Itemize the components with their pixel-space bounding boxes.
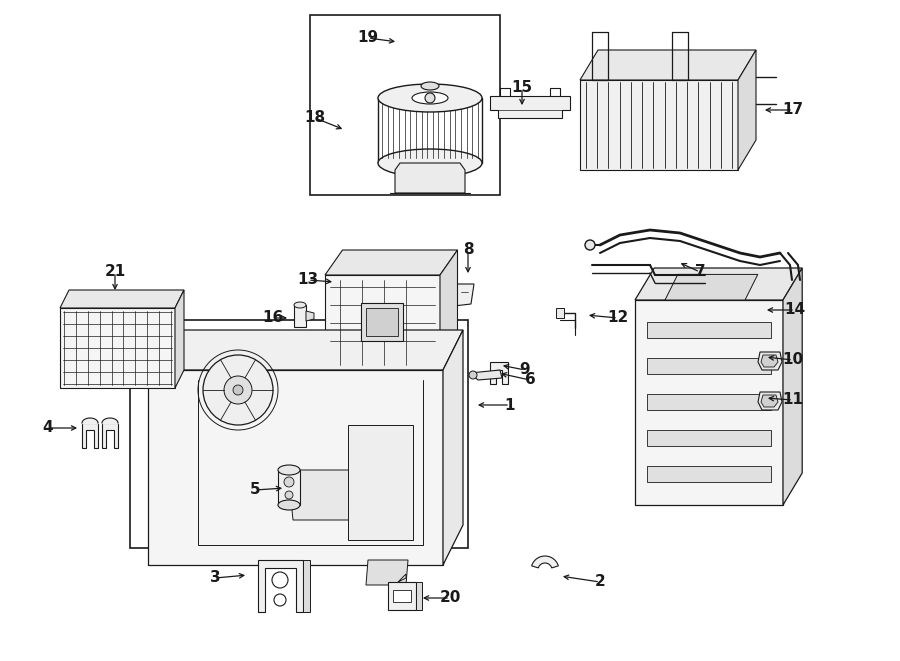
Text: 14: 14 — [785, 303, 806, 317]
Ellipse shape — [378, 84, 482, 112]
Polygon shape — [102, 423, 118, 448]
Text: 17: 17 — [782, 102, 804, 118]
Circle shape — [233, 385, 243, 395]
Bar — [294, 305, 306, 327]
Polygon shape — [761, 355, 778, 367]
Ellipse shape — [278, 500, 300, 510]
Polygon shape — [635, 300, 783, 505]
Circle shape — [585, 240, 595, 250]
Polygon shape — [647, 394, 771, 410]
Circle shape — [203, 355, 273, 425]
Polygon shape — [580, 80, 738, 170]
Text: 7: 7 — [695, 264, 706, 280]
Bar — [556, 308, 564, 318]
Polygon shape — [738, 50, 756, 170]
Polygon shape — [325, 275, 440, 370]
Polygon shape — [783, 268, 802, 505]
Bar — [278, 470, 300, 505]
Text: 13: 13 — [297, 272, 319, 288]
Polygon shape — [395, 163, 465, 193]
Polygon shape — [758, 352, 782, 370]
Polygon shape — [82, 423, 98, 448]
Polygon shape — [665, 274, 758, 300]
Text: 16: 16 — [263, 311, 284, 325]
Circle shape — [284, 477, 294, 487]
Text: 8: 8 — [463, 243, 473, 258]
Circle shape — [425, 93, 435, 103]
Polygon shape — [306, 311, 314, 321]
Polygon shape — [761, 395, 778, 407]
Polygon shape — [454, 284, 474, 306]
Ellipse shape — [294, 302, 306, 308]
Bar — [130, 320, 468, 548]
Bar — [366, 308, 398, 336]
Polygon shape — [60, 290, 184, 308]
Polygon shape — [647, 358, 771, 374]
Polygon shape — [647, 466, 771, 482]
Polygon shape — [443, 330, 463, 565]
Text: 11: 11 — [782, 393, 804, 407]
Text: 12: 12 — [608, 311, 628, 325]
Circle shape — [272, 572, 288, 588]
Polygon shape — [335, 370, 435, 385]
Polygon shape — [348, 425, 413, 540]
Polygon shape — [303, 560, 310, 612]
Polygon shape — [388, 582, 416, 610]
Polygon shape — [393, 590, 411, 602]
Text: 2: 2 — [595, 574, 606, 590]
Circle shape — [224, 376, 252, 404]
Polygon shape — [398, 574, 406, 582]
Polygon shape — [148, 330, 463, 370]
Text: 6: 6 — [525, 373, 535, 387]
Polygon shape — [366, 560, 408, 585]
Polygon shape — [175, 290, 184, 388]
Bar — [310, 15, 500, 195]
Polygon shape — [288, 470, 393, 520]
Text: 19: 19 — [357, 30, 379, 46]
Ellipse shape — [412, 92, 448, 104]
Polygon shape — [60, 308, 175, 388]
Polygon shape — [647, 430, 771, 446]
Text: 18: 18 — [304, 110, 326, 126]
Polygon shape — [490, 96, 570, 118]
Bar — [361, 303, 403, 341]
Circle shape — [469, 371, 477, 379]
Text: 5: 5 — [249, 483, 260, 498]
Text: 9: 9 — [519, 362, 530, 377]
Text: 21: 21 — [104, 264, 126, 280]
Polygon shape — [470, 370, 502, 380]
Text: 10: 10 — [782, 352, 804, 368]
Text: 20: 20 — [439, 590, 461, 605]
Polygon shape — [580, 50, 756, 80]
Polygon shape — [758, 392, 782, 410]
Text: 1: 1 — [505, 397, 515, 412]
Text: 4: 4 — [42, 420, 53, 436]
Polygon shape — [148, 555, 443, 565]
Ellipse shape — [278, 465, 300, 475]
Polygon shape — [532, 556, 558, 568]
Circle shape — [285, 491, 293, 499]
Polygon shape — [440, 250, 457, 370]
Text: 15: 15 — [511, 81, 533, 95]
Polygon shape — [258, 560, 303, 612]
Polygon shape — [635, 268, 802, 300]
Polygon shape — [416, 582, 422, 610]
Polygon shape — [325, 250, 457, 275]
Polygon shape — [490, 362, 508, 384]
Polygon shape — [647, 322, 771, 338]
Text: 3: 3 — [210, 570, 220, 586]
Circle shape — [274, 594, 286, 606]
Ellipse shape — [378, 149, 482, 177]
Polygon shape — [148, 370, 443, 565]
Ellipse shape — [421, 82, 439, 90]
